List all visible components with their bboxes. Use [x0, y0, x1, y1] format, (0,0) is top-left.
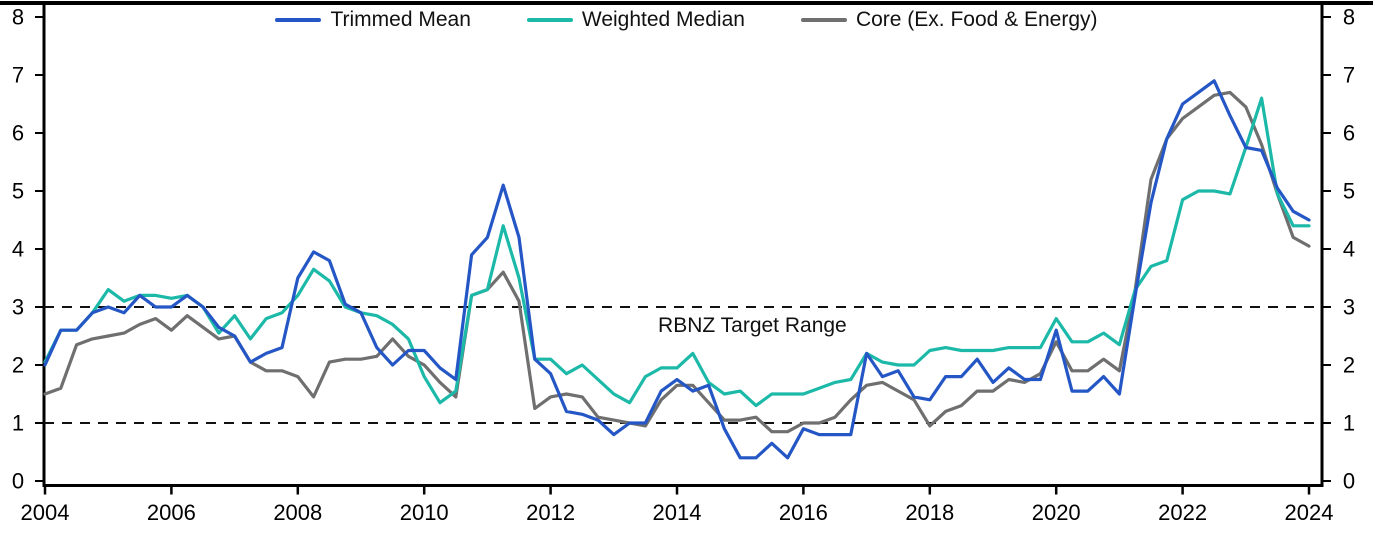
series-line-core-ex-food-energy [43, 90, 1311, 434]
y-axis-label-right: 2 [1343, 353, 1355, 378]
legend-label-core: Core (Ex. Food & Energy) [855, 8, 1098, 31]
legend-swatch-weighted-median-icon [526, 18, 573, 22]
x-axis-label: 2024 [1285, 500, 1334, 525]
y-axis-label-right: 4 [1343, 237, 1355, 262]
x-axis-label: 2012 [526, 500, 575, 525]
y-axis-label-right: 0 [1343, 469, 1355, 494]
x-axis-label: 2016 [779, 500, 828, 525]
legend: Trimmed Mean Weighted Median Core (Ex. F… [0, 8, 1373, 32]
y-axis-label-left: 6 [12, 121, 24, 146]
x-axis-label: 2014 [653, 500, 702, 525]
y-axis-label-left: 2 [12, 353, 24, 378]
series-line-trimmed-mean [43, 79, 1311, 460]
y-axis-label-right: 1 [1343, 411, 1355, 436]
y-axis-label-left: 8 [12, 5, 24, 30]
y-axis-label-left: 3 [12, 295, 24, 320]
y-axis-label-right: 7 [1343, 63, 1355, 88]
y-axis-label-right: 3 [1343, 295, 1355, 320]
annotation-rbnz-target-range: RBNZ Target Range [658, 313, 847, 337]
y-axis-label-right: 6 [1343, 121, 1355, 146]
legend-item-core: Core (Ex. Food & Energy) [800, 8, 1098, 32]
x-axis-label: 2004 [21, 500, 70, 525]
y-axis-label-right: 8 [1343, 5, 1355, 30]
y-axis-label-left: 7 [12, 63, 24, 88]
y-axis-label-left: 1 [12, 411, 24, 436]
y-axis-label-left: 4 [12, 237, 24, 262]
x-axis-label: 2018 [905, 500, 954, 525]
legend-swatch-core-icon [800, 18, 847, 22]
x-axis-label: 2010 [400, 500, 449, 525]
y-axis-label-right: 5 [1343, 179, 1355, 204]
legend-swatch-trimmed-mean-icon [275, 18, 322, 22]
x-axis-label: 2008 [273, 500, 322, 525]
legend-label-weighted-median: Weighted Median [581, 8, 745, 31]
legend-item-trimmed-mean: Trimmed Mean [275, 8, 471, 32]
series-line-weighted-median [43, 96, 1311, 408]
y-axis-label-left: 5 [12, 179, 24, 204]
x-axis-label: 2020 [1032, 500, 1081, 525]
x-axis-label: 2022 [1158, 500, 1207, 525]
y-axis-label-left: 0 [12, 469, 24, 494]
legend-label-trimmed-mean: Trimmed Mean [330, 8, 471, 31]
x-axis-label: 2006 [147, 500, 196, 525]
legend-item-weighted-median: Weighted Median [526, 8, 745, 32]
